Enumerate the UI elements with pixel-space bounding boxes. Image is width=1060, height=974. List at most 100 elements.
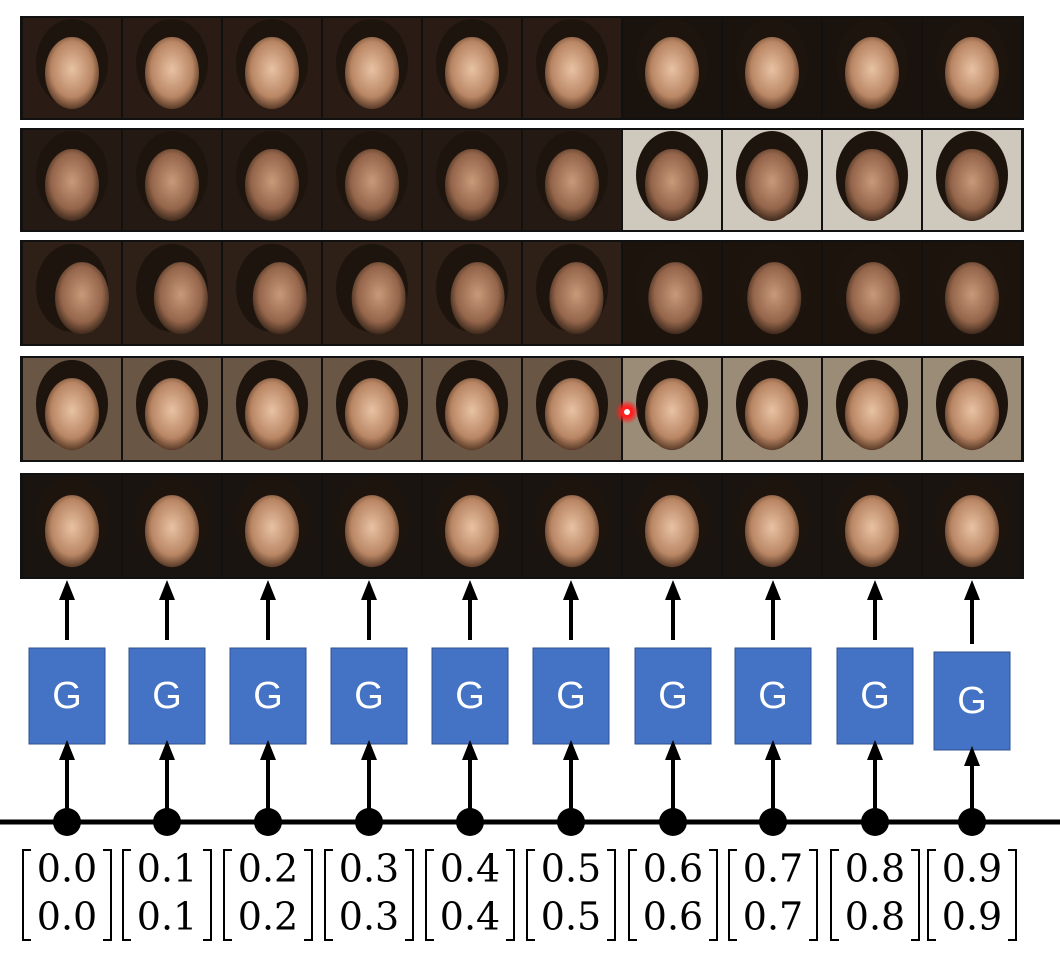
generator-label: G xyxy=(52,675,82,717)
face xyxy=(45,378,99,451)
face xyxy=(450,262,505,335)
face-image xyxy=(23,358,121,460)
latent-point xyxy=(254,808,282,836)
face xyxy=(245,37,299,109)
latent-point xyxy=(557,808,585,836)
vector-bracket-left xyxy=(324,849,333,941)
face-image xyxy=(423,18,521,118)
image-grid xyxy=(20,16,1024,579)
latent-point xyxy=(958,808,986,836)
face xyxy=(945,149,999,221)
face xyxy=(845,37,899,109)
vector-bracket-left xyxy=(122,849,131,941)
vector-bracket-left xyxy=(526,849,535,941)
face-image xyxy=(623,475,721,577)
generator-column: G 0.30.3 xyxy=(324,580,414,941)
face xyxy=(45,37,99,109)
face xyxy=(645,495,699,568)
face-image xyxy=(523,475,621,577)
face-image xyxy=(623,242,721,344)
vector-bracket-right xyxy=(304,849,313,941)
face xyxy=(545,37,599,109)
vector-component: 0.4 xyxy=(440,895,500,939)
vector-component: 0.2 xyxy=(238,847,298,891)
generator-columns: G0.00.0G0.10.1G0.20.2G0.30.3G0.40.4G0.50… xyxy=(22,580,1017,941)
vector-bracket-left xyxy=(425,849,434,941)
generator-column: G 0.40.4 xyxy=(425,580,515,941)
face-image xyxy=(723,130,821,230)
generator-column: G 0.90.9 xyxy=(927,580,1017,941)
vector-component: 0.7 xyxy=(743,895,803,939)
vector-component: 0.1 xyxy=(137,847,197,891)
vector-bracket-left xyxy=(628,849,637,941)
face-image xyxy=(923,130,1021,230)
face-image xyxy=(123,242,221,344)
vector-bracket-right xyxy=(709,849,718,941)
generator-column: G 0.50.5 xyxy=(526,580,616,941)
face xyxy=(145,37,199,109)
generator-box xyxy=(128,647,206,745)
face xyxy=(648,262,703,335)
face xyxy=(545,495,599,568)
latent-point xyxy=(53,808,81,836)
face-image xyxy=(723,358,821,460)
face xyxy=(945,262,999,335)
face-image xyxy=(223,18,321,118)
vector-component: 0.8 xyxy=(845,847,905,891)
face xyxy=(145,149,199,221)
face xyxy=(945,378,999,451)
vector-component: 0.9 xyxy=(942,895,1002,939)
generator-box xyxy=(634,647,712,745)
vector-bracket-right xyxy=(1008,849,1017,941)
generator-label: G xyxy=(354,675,384,717)
vector-component: 0.5 xyxy=(541,847,601,891)
face xyxy=(351,262,406,335)
face-image xyxy=(523,242,621,344)
face-image xyxy=(323,358,421,460)
latent-point xyxy=(153,808,181,836)
face xyxy=(945,37,999,109)
vector-bracket-right xyxy=(203,849,212,941)
face xyxy=(845,495,899,568)
vector-component: 0.6 xyxy=(643,847,703,891)
face-image xyxy=(323,18,421,118)
face-image xyxy=(323,242,421,344)
face-image xyxy=(923,475,1021,577)
face-image xyxy=(723,18,821,118)
face-image xyxy=(123,18,221,118)
generator-label: G xyxy=(758,675,788,717)
face xyxy=(745,149,799,221)
face xyxy=(145,495,199,568)
face-image xyxy=(223,130,321,230)
face-image xyxy=(23,18,121,118)
face xyxy=(945,495,999,568)
generator-column: G 0.00.0 xyxy=(22,580,112,941)
vector-component: 0.8 xyxy=(845,895,905,939)
face-image xyxy=(623,358,721,460)
vector-component: 0.9 xyxy=(942,847,1002,891)
image-row xyxy=(20,356,1024,462)
face-image xyxy=(223,475,321,577)
vector-bracket-left xyxy=(223,849,232,941)
face xyxy=(345,37,399,109)
vector-bracket-right xyxy=(405,849,414,941)
face-image xyxy=(923,242,1021,344)
generator-column: G 0.80.8 xyxy=(830,580,920,941)
vector-bracket-left xyxy=(927,849,936,941)
vector-bracket-right xyxy=(607,849,616,941)
face-image xyxy=(923,18,1021,118)
vector-component: 0.0 xyxy=(37,847,97,891)
face-image xyxy=(23,242,121,344)
face xyxy=(345,495,399,568)
vector-component: 0.3 xyxy=(339,895,399,939)
generator-box xyxy=(836,647,914,745)
generator-column: G 0.10.1 xyxy=(122,580,212,941)
vector-bracket-left xyxy=(728,849,737,941)
face-image xyxy=(23,475,121,577)
face xyxy=(845,149,899,221)
face-image xyxy=(123,130,221,230)
generator-label: G xyxy=(957,680,987,722)
face xyxy=(645,149,699,221)
face xyxy=(153,262,208,335)
face xyxy=(252,262,307,335)
